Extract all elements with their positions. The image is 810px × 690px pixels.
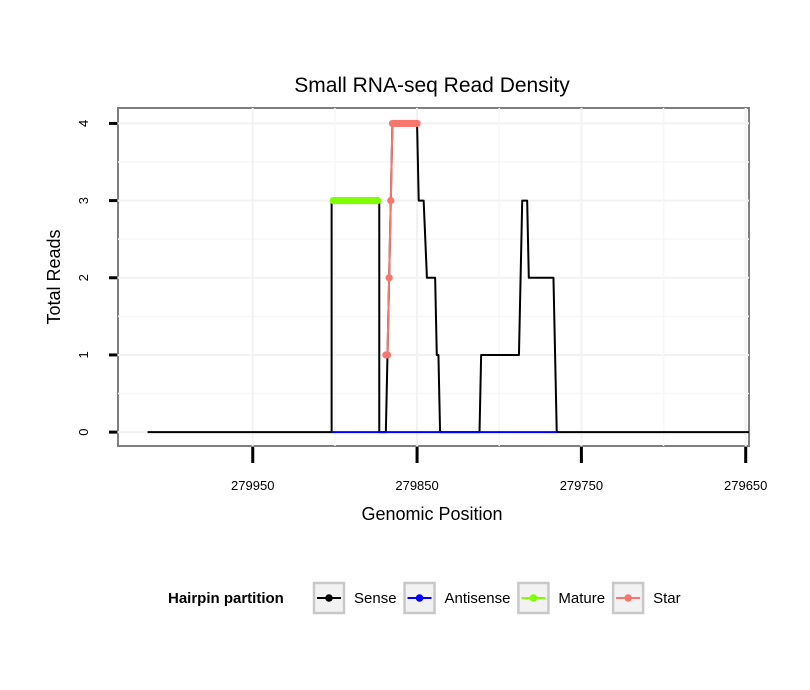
legend-dot-mature (529, 594, 538, 602)
chart-title: Small RNA-seq Read Density (294, 74, 570, 97)
series-star-point (383, 351, 392, 359)
series-star-point (385, 274, 393, 282)
series-star-point (413, 119, 421, 128)
legend-dot-sense (325, 594, 333, 602)
series-star-point (387, 197, 395, 205)
x-tick-label: 279850 (395, 478, 438, 493)
x-axis-title: Genomic Position (361, 504, 502, 524)
legend-title: Hairpin partition (168, 590, 284, 607)
series-mature-point (374, 197, 382, 205)
legend-label-mature: Mature (558, 590, 605, 607)
legend-label-antisense: Antisense (445, 590, 511, 607)
y-tick-label: 3 (76, 197, 91, 204)
axes: 0 1 2 3 4 279950 279850 279750 279650 (76, 120, 767, 493)
legend: Hairpin partition Sense Antisense Mature St… (168, 581, 681, 615)
x-tick-label: 279950 (231, 478, 274, 493)
y-tick-label: 0 (76, 428, 91, 435)
y-tick-label: 1 (76, 351, 91, 358)
legend-dot-antisense (415, 594, 424, 602)
legend-dot-star (624, 594, 632, 602)
x-tick-label: 279750 (560, 478, 603, 493)
y-tick-label: 2 (76, 274, 91, 281)
series-layer (147, 119, 749, 434)
legend-label-star: Star (653, 590, 681, 607)
y-axis-title: Total Reads (44, 229, 64, 324)
y-tick-label: 4 (76, 120, 91, 127)
series-sense-line (147, 122, 749, 434)
x-tick-label: 279650 (724, 478, 767, 493)
legend-label-sense: Sense (354, 590, 397, 607)
